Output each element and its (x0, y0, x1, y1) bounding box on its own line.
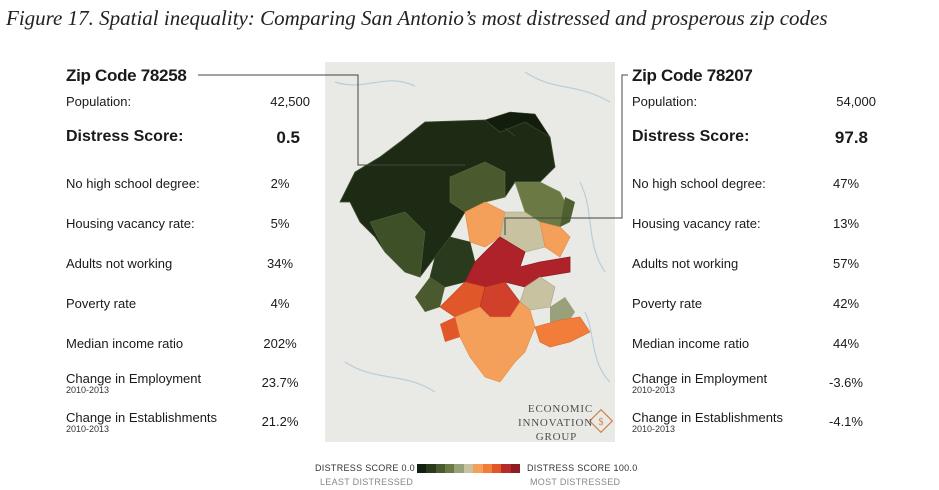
right-indicator-label: Median income ratio (632, 336, 750, 351)
left-zip-heading: Zip Code 78258 (66, 66, 187, 85)
right-indicator-value: 13% (832, 216, 860, 231)
legend-high-sub: MOST DISTRESSED (530, 477, 621, 487)
egi-logo-emblem: $ (588, 408, 614, 434)
right-indicator-value: 47% (832, 176, 860, 191)
region-north-central (449, 161, 506, 213)
right-score-label: Distress Score: (632, 128, 750, 145)
legend-swatch (426, 464, 436, 473)
zip-code-map: $ (325, 62, 615, 442)
legend-high-label: DISTRESS SCORE 100.0 (527, 463, 638, 473)
region-west-2 (415, 277, 445, 312)
right-indicator-value: -3.6% (829, 375, 863, 390)
left-indicator-value: 202% (263, 336, 297, 351)
legend-color-bar (417, 464, 520, 473)
right-indicator-label: Adults not working (632, 256, 739, 271)
legend-swatch (417, 464, 427, 473)
legend-swatch (501, 464, 511, 473)
right-population-label: Population: (632, 94, 698, 109)
region-south-orange (454, 301, 536, 383)
left-indicator-value: 21.2% (261, 414, 299, 429)
region-southwest-2 (440, 317, 460, 342)
region-east-orange (539, 221, 571, 258)
legend-swatch (463, 464, 474, 473)
leader-line-78207 (504, 74, 628, 235)
leader-line-78258 (198, 74, 465, 166)
left-score-value: 0.5 (276, 128, 300, 147)
left-indicator-label: Adults not working (66, 256, 173, 271)
svg-text:$: $ (599, 417, 604, 428)
left-indicator-label: Housing vacancy rate: (66, 216, 195, 231)
legend-swatch (491, 464, 502, 473)
egi-logo-text: ECONOMIC INNOVATION GROUP (511, 402, 615, 444)
region-northeast-edge (560, 197, 575, 227)
left-population-value: 42,500 (270, 94, 310, 109)
right-score-value: 97.8 (834, 128, 868, 147)
left-indicator-value: 4% (270, 296, 290, 311)
right-indicator-period: 2010-2013 (632, 385, 676, 395)
right-indicator-label: Change in Employment (632, 371, 768, 386)
left-indicator-value: 2% (270, 176, 290, 191)
logo-line-3: GROUP (535, 431, 577, 443)
left-indicator-period: 2010-2013 (66, 385, 110, 395)
left-population-label: Population: (66, 94, 132, 109)
right-zip-heading: Zip Code 78207 (632, 66, 753, 85)
left-indicator-value: 23.7% (261, 375, 299, 390)
figure-title: Figure 17. Spatial inequality: Comparing… (6, 6, 828, 30)
right-indicator-period: 2010-2013 (632, 424, 676, 434)
left-indicator-label: Median income ratio (66, 336, 184, 351)
legend-swatch (445, 464, 455, 473)
region-78258 (484, 111, 551, 138)
left-score-label: Distress Score: (66, 128, 184, 145)
right-indicator-label: Housing vacancy rate: (632, 216, 761, 231)
right-indicator-label: Change in Establishments (632, 410, 784, 425)
legend-low-sub: LEAST DISTRESSED (320, 477, 414, 487)
legend-low-label: DISTRESS SCORE 0.0 (315, 463, 415, 473)
legend-swatch (482, 464, 492, 473)
right-indicator-value: 44% (832, 336, 860, 351)
logo-line-2: INNOVATION (517, 417, 593, 429)
right-indicator-label: Poverty rate (632, 296, 703, 311)
logo-line-1: ECONOMIC (527, 403, 593, 415)
right-indicator-value: 42% (832, 296, 860, 311)
left-indicator-value: 34% (266, 256, 294, 271)
left-indicator-period: 2010-2013 (66, 424, 110, 434)
right-population-value: 54,000 (836, 94, 876, 109)
legend-swatch (435, 464, 446, 473)
legend-swatch (473, 464, 483, 473)
left-indicator-label: Poverty rate (66, 296, 137, 311)
right-indicator-value: -4.1% (829, 414, 863, 429)
region-southeast-orange (534, 316, 591, 348)
region-northwest (369, 211, 426, 278)
map-water-lines (334, 71, 611, 393)
right-indicator-value: 57% (832, 256, 860, 271)
legend-swatch (454, 464, 464, 473)
leader-marker-78258 (504, 127, 516, 137)
left-zip-panel: Zip Code 78258 Population: 42,500 Distre… (66, 66, 310, 434)
right-indicator-label: No high school degree: (632, 176, 766, 191)
legend-swatch (510, 464, 520, 473)
left-indicator-label: Change in Employment (66, 371, 202, 386)
left-indicator-value: 5% (270, 216, 290, 231)
left-indicator-label: No high school degree: (66, 176, 200, 191)
right-zip-panel: Zip Code 78207 Population: 54,000 Distre… (632, 66, 876, 434)
left-indicator-label: Change in Establishments (66, 410, 218, 425)
